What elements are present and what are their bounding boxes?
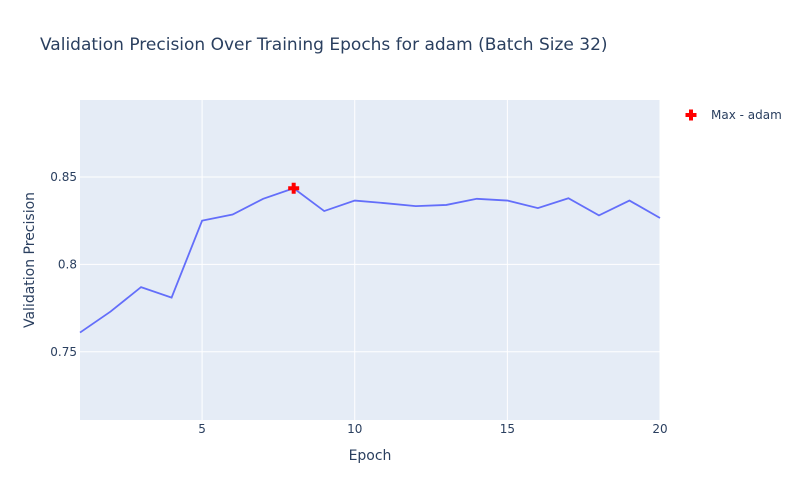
y-tick-label: 0.85: [50, 170, 77, 184]
x-tick-labels: 5 10 15 20: [198, 422, 667, 436]
max-marker: [288, 182, 300, 194]
y-tick-label: 0.8: [58, 257, 77, 271]
gridlines: [80, 100, 661, 420]
series-line: [79, 187, 661, 334]
x-tick-label: 5: [198, 422, 206, 436]
chart-title: Validation Precision Over Training Epoch…: [40, 35, 608, 55]
legend-marker-icon: [685, 109, 697, 121]
x-tick-label: 10: [347, 422, 362, 436]
y-axis-title: Validation Precision: [22, 192, 38, 328]
y-tick-labels: 0.75 0.8 0.85: [50, 170, 77, 359]
x-tick-label: 15: [500, 422, 515, 436]
max-point-marker: [288, 182, 300, 194]
legend-label: Max - adam: [711, 108, 782, 122]
x-axis-title: Epoch: [349, 448, 392, 464]
legend: Max - adam: [685, 108, 782, 122]
plot-area: [80, 100, 660, 420]
y-tick-label: 0.75: [50, 345, 77, 359]
x-tick-label: 20: [652, 422, 667, 436]
